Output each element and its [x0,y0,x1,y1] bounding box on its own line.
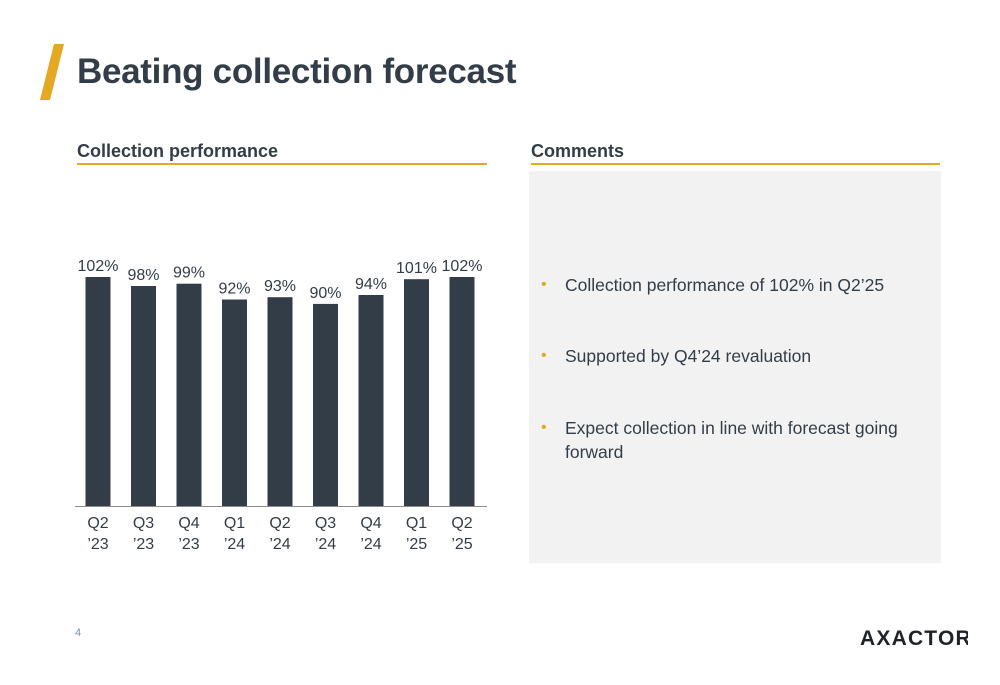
comment-text: Expect collection in line with forecast … [565,418,898,462]
bullet-icon: • [541,347,547,364]
comments-panel: • Collection performance of 102% in Q2’2… [529,171,941,563]
bar-3 [222,299,247,506]
x-tick-label: ’25 [406,536,427,553]
bar-5 [313,303,338,506]
data-label: 99% [173,265,205,282]
collection-performance-chart: 102% Q2 ’23 98% Q3 ’23 99% Q4 ’23 92% Q1 ’24 93% Q2 ’2… [75,180,490,560]
x-tick-label: Q4 [360,515,381,532]
x-tick-label: ’24 [315,536,336,553]
x-tick-label: ’23 [87,536,108,553]
x-tick-label: ’24 [360,536,381,553]
x-tick-label: ’25 [451,536,472,553]
comment-item: • Expect collection in line with forecas… [541,416,911,464]
chart-heading: Collection performance [77,141,487,165]
comments-heading: Comments [531,141,940,165]
x-tick-label: Q1 [406,515,427,532]
x-tick-label: Q4 [178,515,199,532]
data-label: 90% [309,285,341,302]
logo-text: AXACTOR [860,627,968,647]
data-label: 92% [218,281,250,298]
data-label: 102% [78,258,119,275]
x-tick-label: ’23 [133,536,154,553]
title-slash-decoration [40,44,64,100]
x-tick-label: Q3 [315,515,336,532]
bar-7 [404,279,429,506]
page-title: Beating collection forecast [77,52,517,91]
x-tick-label: ’23 [178,536,199,553]
bar-8 [449,277,475,506]
bar-4 [267,297,293,506]
comment-text: Supported by Q4’24 revaluation [565,346,812,366]
data-label: 93% [264,278,296,295]
data-label: 101% [396,260,437,277]
data-label: 94% [355,276,387,293]
bullet-icon: • [541,276,547,293]
x-tick-label: ’24 [224,536,245,553]
bar-2 [176,283,202,506]
x-tick-label: Q2 [451,515,472,532]
comment-item: • Collection performance of 102% in Q2’2… [541,273,911,297]
x-tick-label: Q3 [133,515,154,532]
bar-0 [85,277,111,506]
x-tick-label: Q2 [87,515,108,532]
comment-item: • Supported by Q4’24 revaluation [541,344,911,368]
data-label: 102% [442,258,483,275]
bar-1 [131,286,156,506]
x-tick-label: Q2 [269,515,290,532]
bullet-icon: • [541,419,547,436]
bar-6 [358,295,384,506]
axactor-logo: AXACTOR [860,627,968,647]
data-label: 98% [127,267,159,284]
chart-svg: 102% Q2 ’23 98% Q3 ’23 99% Q4 ’23 92% Q1 ’24 93% Q2 ’2… [75,258,487,553]
page-number: 4 [75,627,82,639]
x-tick-label: Q1 [224,515,245,532]
x-tick-label: ’24 [269,536,290,553]
comment-text: Collection performance of 102% in Q2’25 [565,275,885,295]
